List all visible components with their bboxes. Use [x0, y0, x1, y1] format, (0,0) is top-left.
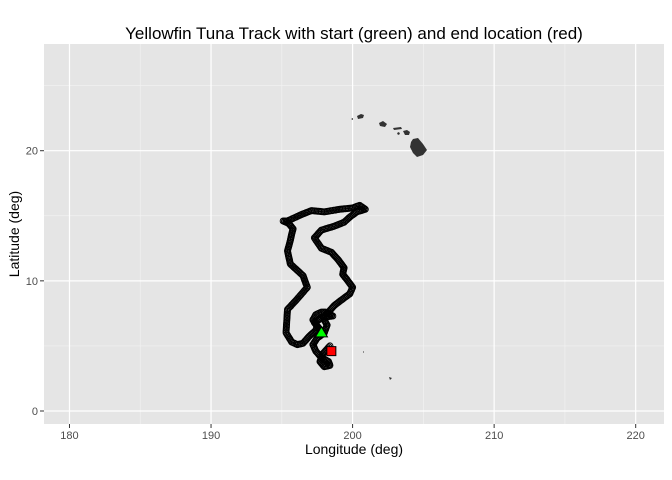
track-point	[320, 312, 328, 320]
major-gridlines	[44, 44, 664, 424]
y-axis-ticks: 0 10 20	[26, 146, 44, 418]
track-point	[301, 286, 309, 294]
island-maui	[403, 130, 410, 135]
track-point	[310, 339, 318, 347]
y-tick-label: 0	[32, 406, 38, 418]
track-point	[311, 233, 319, 241]
y-tick-label: 20	[26, 146, 38, 158]
island-kauai	[357, 114, 364, 119]
x-tick-label: 210	[485, 430, 503, 442]
land-masses	[351, 114, 427, 380]
x-axis-ticks: 180 190 200 210 220	[60, 424, 645, 442]
x-tick-label: 200	[343, 430, 361, 442]
x-tick-label: 220	[627, 430, 645, 442]
island-oahu	[379, 121, 387, 127]
islet-south-1	[363, 351, 364, 353]
track-point	[317, 243, 325, 251]
track-series	[279, 201, 369, 371]
x-axis-title: Longitude (deg)	[305, 441, 403, 457]
islet-south-2	[389, 377, 392, 380]
island-niihau	[351, 118, 353, 120]
island-molokai	[393, 127, 402, 130]
x-tick-label: 180	[60, 430, 78, 442]
x-tick-label: 190	[202, 430, 220, 442]
y-axis-title: Latitude (deg)	[6, 191, 22, 277]
start-location-marker	[314, 325, 329, 338]
end-location-marker	[326, 346, 337, 357]
island-lanai	[397, 132, 400, 135]
chart-title: Yellowfin Tuna Track with start (green) …	[125, 24, 583, 43]
y-tick-label: 10	[26, 276, 38, 288]
start-end-markers	[314, 325, 337, 357]
track-point	[348, 282, 356, 290]
island-hawaii	[410, 138, 427, 157]
plot-panel	[44, 44, 664, 424]
